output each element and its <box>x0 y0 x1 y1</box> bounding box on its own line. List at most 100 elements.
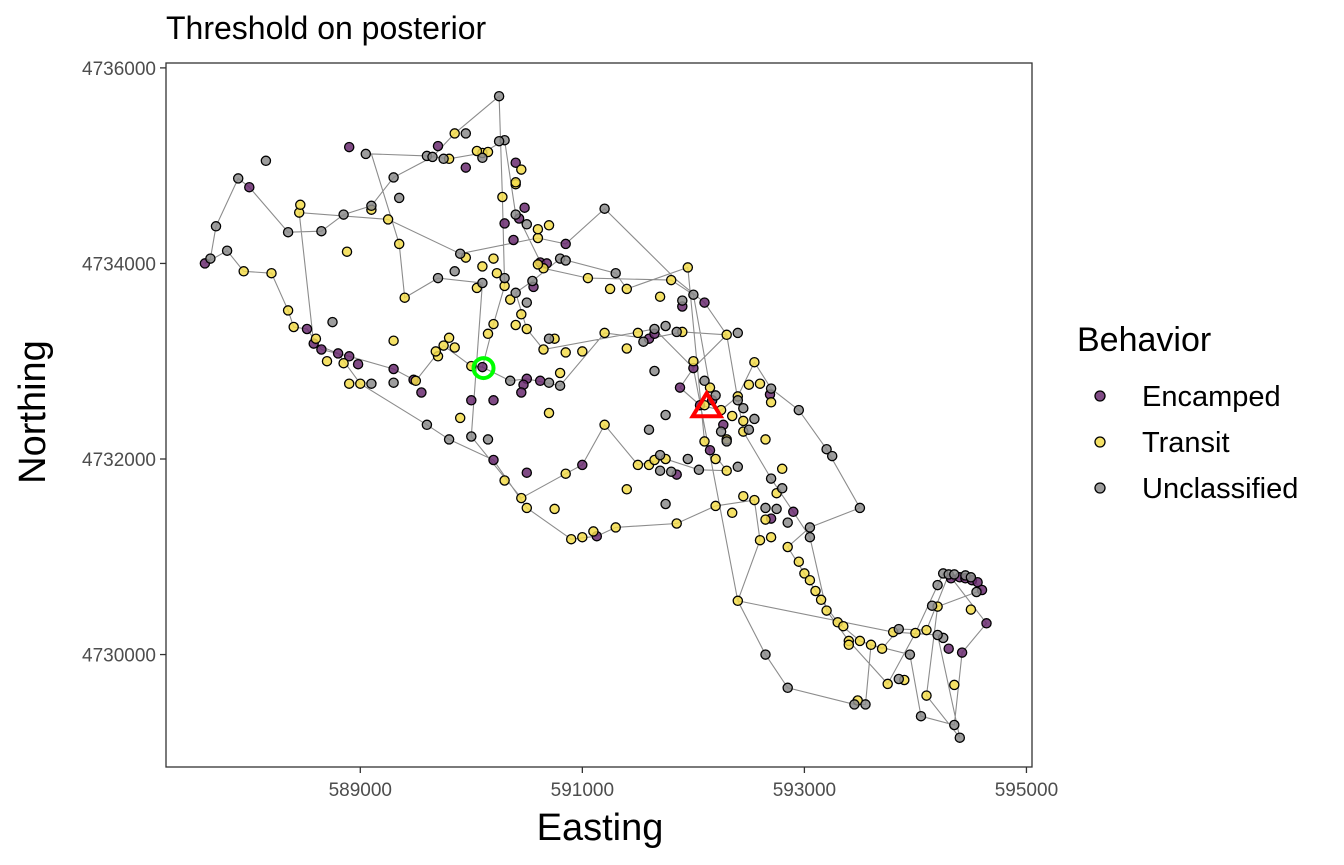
point-unclassified <box>688 289 699 300</box>
point-encamped <box>521 467 533 478</box>
point-unclassified <box>854 502 866 514</box>
point-transit <box>554 367 566 379</box>
point-unclassified <box>205 253 216 264</box>
point-unclassified <box>427 151 438 163</box>
point-unclassified <box>510 209 521 220</box>
point-transit <box>430 346 442 357</box>
x-tick-label: 595000 <box>995 780 1058 801</box>
point-unclassified <box>482 434 494 445</box>
point-unclassified <box>776 483 788 494</box>
point-unclassified <box>749 413 760 425</box>
point-unclassified <box>665 466 677 477</box>
point-unclassified <box>421 419 433 431</box>
point-encamped <box>519 202 530 213</box>
point-unclassified <box>804 522 816 533</box>
point-transit <box>882 678 893 690</box>
point-transit <box>738 415 749 427</box>
point-unclassified <box>971 586 982 598</box>
point-unclassified <box>732 395 744 406</box>
point-transit <box>282 305 294 316</box>
point-transit <box>910 627 921 639</box>
x-tick-label: 591000 <box>551 780 614 801</box>
point-encamped <box>560 238 571 250</box>
point-unclassified <box>682 453 694 465</box>
legend-key-transit <box>1094 436 1106 448</box>
point-unclassified <box>599 203 610 214</box>
point-encamped <box>477 361 488 373</box>
point-unclassified <box>554 380 566 391</box>
point-transit <box>577 346 588 357</box>
point-unclassified <box>477 277 488 289</box>
end-marker <box>689 389 725 419</box>
point-transit <box>810 585 821 597</box>
point-transit <box>621 484 633 495</box>
point-transit <box>488 253 499 264</box>
point-transit <box>532 223 544 235</box>
point-unclassified <box>649 365 660 377</box>
point-unclassified <box>699 375 710 387</box>
point-unclassified <box>826 450 838 462</box>
point-transit <box>341 246 353 257</box>
point-encamped <box>534 375 546 387</box>
point-transit <box>588 526 599 537</box>
point-transit <box>599 419 610 431</box>
point-unclassified <box>804 531 816 543</box>
point-unclassified <box>771 503 782 515</box>
point-transit <box>965 604 977 615</box>
point-unclassified <box>460 128 472 139</box>
point-unclassified <box>232 173 244 184</box>
point-unclassified <box>660 498 671 510</box>
point-unclassified <box>338 209 349 220</box>
point-unclassified <box>610 267 621 279</box>
point-transit <box>499 475 510 486</box>
point-transit <box>738 490 749 502</box>
point-transit <box>310 333 322 344</box>
point-transit <box>454 412 466 424</box>
point-transit <box>843 639 855 651</box>
point-transit <box>355 378 366 389</box>
point-unclassified <box>543 333 555 344</box>
y-tick-label: 4730000 <box>82 646 156 667</box>
point-transit <box>804 574 816 586</box>
point-transit <box>682 262 694 273</box>
point-transit <box>604 283 616 295</box>
x-axis-title: Easting <box>537 807 664 849</box>
point-transit <box>560 468 571 479</box>
point-unclassified <box>904 649 916 660</box>
point-unclassified <box>860 699 871 710</box>
plot-area <box>166 63 1032 767</box>
series-transit <box>238 128 977 706</box>
point-transit <box>865 639 877 651</box>
point-transit <box>482 328 494 340</box>
point-unclassified <box>504 375 516 387</box>
y-tick-label: 4736000 <box>82 59 156 80</box>
point-transit <box>438 340 449 351</box>
point-transit <box>721 329 732 341</box>
point-unclassified <box>849 699 860 710</box>
point-transit <box>749 494 760 506</box>
point-transit <box>516 492 527 504</box>
point-transit <box>288 321 299 333</box>
point-transit <box>410 375 422 387</box>
point-transit <box>510 319 521 331</box>
point-unclassified <box>543 377 555 388</box>
point-transit <box>393 238 405 250</box>
point-unclassified <box>210 221 222 232</box>
point-encamped <box>352 358 364 370</box>
point-unclassified <box>732 327 744 339</box>
point-unclassified <box>443 434 455 445</box>
point-unclassified <box>649 323 660 335</box>
point-unclassified <box>327 316 338 328</box>
point-transit <box>704 382 716 393</box>
point-transit <box>295 199 306 211</box>
point-transit <box>577 531 588 543</box>
point-encamped <box>516 387 527 398</box>
point-transit <box>338 357 349 369</box>
point-transit <box>321 355 333 367</box>
point-unclassified <box>560 255 571 266</box>
start-marker <box>471 356 496 381</box>
point-encamped <box>508 234 519 246</box>
point-unclassified <box>366 200 377 212</box>
point-transit <box>754 534 766 546</box>
point-transit <box>721 465 732 476</box>
